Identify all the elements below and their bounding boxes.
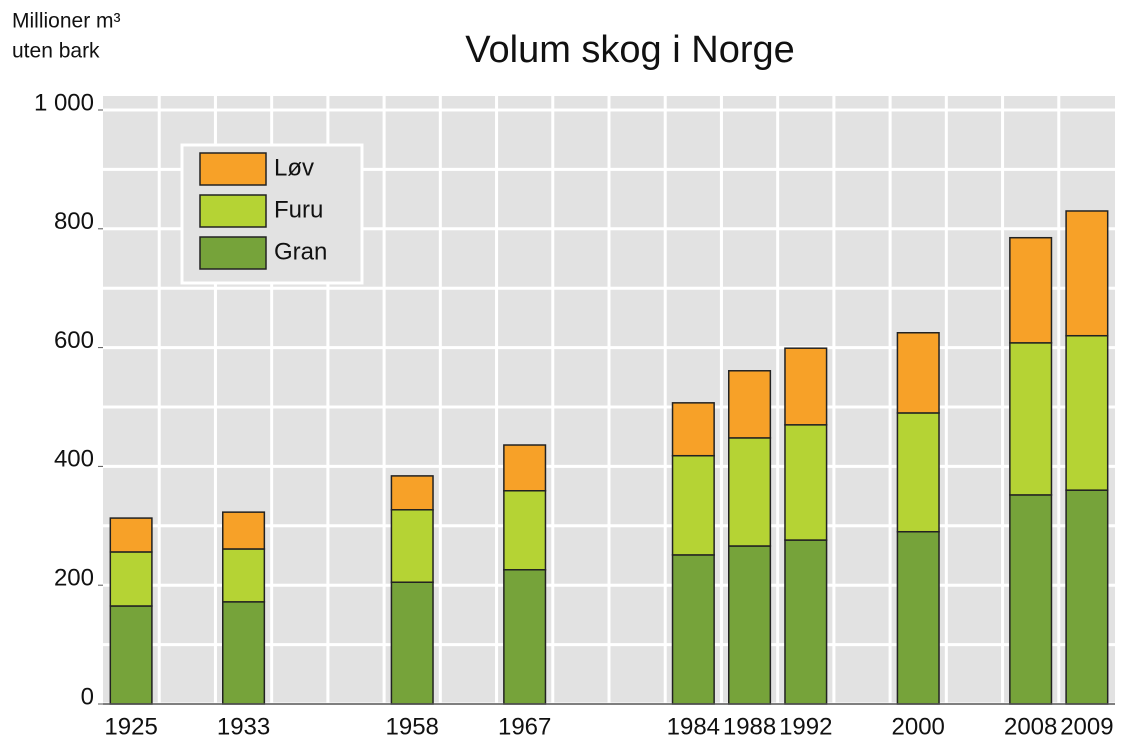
bar-segment [390, 475, 434, 511]
bar-segment [896, 530, 940, 705]
bar-segment [1065, 334, 1109, 491]
x-tick-label: 2009 [1060, 713, 1113, 740]
bar-segment [784, 424, 828, 541]
bars [109, 210, 1109, 705]
x-tick-label: 1925 [104, 713, 157, 740]
bar-segment [222, 601, 266, 705]
bar-segment [896, 332, 940, 414]
bar-segment [671, 454, 715, 556]
bar-segment [503, 569, 547, 705]
x-tick-label: 1958 [386, 713, 439, 740]
y-tick-label: 600 [54, 327, 94, 354]
legend-swatch [199, 152, 267, 186]
y-tick-label: 1 000 [34, 89, 94, 116]
bar-segment [109, 551, 153, 607]
legend-swatch [199, 236, 267, 270]
bar-segment [784, 539, 828, 705]
bar-segment [1009, 494, 1053, 705]
bar-segment [1009, 236, 1053, 344]
x-tick-label: 2000 [892, 713, 945, 740]
bar-segment [222, 511, 266, 550]
legend-label: Gran [274, 238, 327, 265]
y-tick-label: 800 [54, 208, 94, 235]
y-axis-label: uten bark [12, 40, 100, 63]
bar-segment [390, 581, 434, 705]
y-axis-label: Millioner m³ [12, 10, 121, 33]
legend: Løv Furu Gran [180, 143, 364, 285]
x-tick-label: 1984 [667, 713, 720, 740]
bar-segment [728, 370, 772, 439]
y-tick-label: 400 [54, 446, 94, 473]
legend-label: Furu [274, 196, 323, 223]
bar-segment [1009, 342, 1053, 496]
bar-segment [896, 412, 940, 533]
bar-segment [503, 490, 547, 571]
x-tick-label: 1933 [217, 713, 270, 740]
bar-segment [390, 509, 434, 583]
bar-segment [503, 444, 547, 492]
bar-segment [728, 437, 772, 547]
bar-segment [1065, 210, 1109, 337]
y-tick-label: 200 [54, 565, 94, 592]
bar-segment [784, 347, 828, 426]
bar-segment [109, 605, 153, 705]
y-tick-label: 0 [81, 683, 94, 710]
bar-segment [671, 554, 715, 705]
legend-label: Løv [274, 154, 314, 181]
bar-segment [728, 545, 772, 705]
x-tick-label: 1988 [723, 713, 776, 740]
bar-segment [222, 548, 266, 603]
x-tick-label: 1967 [498, 713, 551, 740]
x-tick-label: 2008 [1004, 713, 1057, 740]
bar-segment [1065, 489, 1109, 705]
bar-segment [671, 402, 715, 457]
chart-title: Volum skog i Norge [465, 29, 795, 71]
legend-swatch [199, 194, 267, 228]
x-tick-label: 1992 [779, 713, 832, 740]
bar-segment [109, 517, 153, 553]
